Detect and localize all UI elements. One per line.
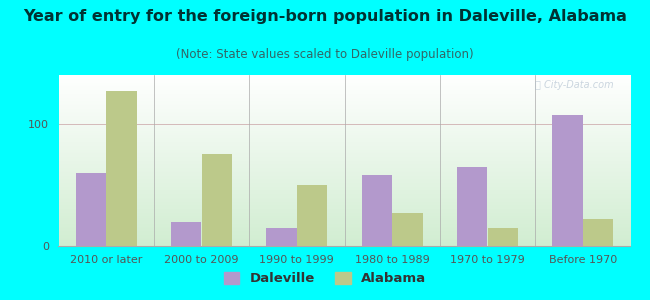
Bar [202, 154, 232, 246]
Bar [75, 173, 106, 246]
Bar [361, 175, 392, 246]
Text: Year of entry for the foreign-born population in Daleville, Alabama: Year of entry for the foreign-born popul… [23, 9, 627, 24]
Bar [266, 228, 297, 246]
Text: Ⓣ City-Data.com: Ⓣ City-Data.com [535, 80, 614, 90]
Bar [106, 91, 136, 246]
Text: (Note: State values scaled to Daleville population): (Note: State values scaled to Daleville … [176, 48, 474, 61]
Bar [171, 222, 202, 246]
Bar [457, 167, 488, 246]
Bar [488, 228, 518, 246]
Legend: Daleville, Alabama: Daleville, Alabama [218, 266, 432, 290]
Bar [552, 115, 583, 246]
Bar [583, 219, 614, 246]
Bar [297, 185, 328, 246]
Bar [392, 213, 422, 246]
